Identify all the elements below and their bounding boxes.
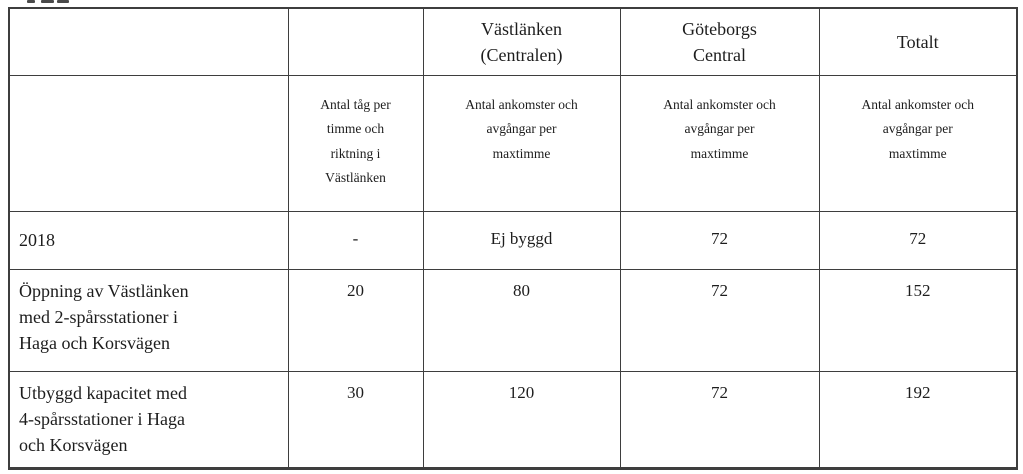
header-line: Antal ankomster och xyxy=(465,96,578,112)
cell-value: 72 xyxy=(619,370,820,469)
header-row-measures: Antal tåg per timme och riktning i Västl… xyxy=(8,74,1018,212)
column-header-totalt: Totalt xyxy=(818,7,1018,76)
column-subheader-ankomster-vastlanken: Antal ankomster och avgångar per maxtimm… xyxy=(422,74,621,212)
label-line: Utbyggd kapacitet med xyxy=(19,382,187,403)
header-line: Antal tåg per xyxy=(320,96,391,112)
clipped-text-fragment xyxy=(41,0,54,3)
table-row-utbyggd-kapacitet: Utbyggd kapacitet med 4-spårsstationer i… xyxy=(8,370,1018,469)
cell-value: 120 xyxy=(422,370,621,469)
label-line: och Korsvägen xyxy=(19,434,128,455)
table-row-oppning-vastlanken: Öppning av Västlänken med 2-spårsstation… xyxy=(8,268,1018,372)
row-label: Utbyggd kapacitet med 4-spårsstationer i… xyxy=(8,370,289,469)
header-line: avgångar per xyxy=(486,121,557,136)
cell-value: - xyxy=(287,210,424,270)
header-line: avgångar per xyxy=(882,121,953,136)
row-label: Öppning av Västlänken med 2-spårsstation… xyxy=(8,268,289,372)
header-line: Totalt xyxy=(896,31,939,52)
row-label: 2018 xyxy=(8,210,289,270)
header-line: maxtimme xyxy=(690,145,749,161)
header-line: timme och xyxy=(326,121,385,136)
header-line: (Centralen) xyxy=(480,44,563,65)
header-line: avgångar per xyxy=(684,121,755,136)
header-line: riktning i xyxy=(330,145,381,161)
label-line: 4-spårsstationer i Haga xyxy=(19,408,185,429)
header-line: maxtimme xyxy=(888,145,947,161)
header-line: Central xyxy=(693,44,746,65)
label-line: Öppning av Västlänken xyxy=(19,280,189,301)
label-line: med 2-spårsstationer i xyxy=(19,306,178,327)
clipped-text-fragment xyxy=(27,0,35,3)
column-subheader-ankomster-totalt: Antal ankomster och avgångar per maxtimm… xyxy=(818,74,1018,212)
header-line: maxtimme xyxy=(492,145,551,161)
header-line: Antal ankomster och xyxy=(861,96,974,112)
empty-header-cell xyxy=(287,7,424,76)
column-header-vastlanken-centralen: Västlänken (Centralen) xyxy=(422,7,621,76)
cell-value: 72 xyxy=(818,210,1018,270)
empty-header-cell xyxy=(8,7,289,76)
cell-value: 152 xyxy=(818,268,1018,372)
column-subheader-ankomster-goteborg: Antal ankomster och avgångar per maxtimm… xyxy=(619,74,820,212)
header-line: Antal ankomster och xyxy=(663,96,776,112)
header-line: Västlänken xyxy=(481,18,562,39)
cell-value: Ej byggd xyxy=(422,210,621,270)
label-line: 2018 xyxy=(19,229,55,250)
column-subheader-tag-per-timme: Antal tåg per timme och riktning i Västl… xyxy=(287,74,424,212)
cell-value: 72 xyxy=(619,268,820,372)
header-line: Västlänken xyxy=(325,170,386,185)
cell-value: 192 xyxy=(818,370,1018,469)
header-row-stations: Västlänken (Centralen) Göteborgs Central… xyxy=(8,7,1018,76)
cell-value: 30 xyxy=(287,370,424,469)
cell-value: 20 xyxy=(287,268,424,372)
label-line: Haga och Korsvägen xyxy=(19,332,170,353)
column-header-goteborgs-central: Göteborgs Central xyxy=(619,7,820,76)
table-row-2018: 2018 - Ej byggd 72 72 xyxy=(8,210,1018,270)
clipped-text-fragment xyxy=(57,0,69,3)
cell-value: 72 xyxy=(619,210,820,270)
header-line: Göteborgs xyxy=(682,18,757,39)
empty-header-cell xyxy=(8,74,289,212)
capacity-table: Västlänken (Centralen) Göteborgs Central… xyxy=(8,7,1018,470)
cell-value: 80 xyxy=(422,268,621,372)
